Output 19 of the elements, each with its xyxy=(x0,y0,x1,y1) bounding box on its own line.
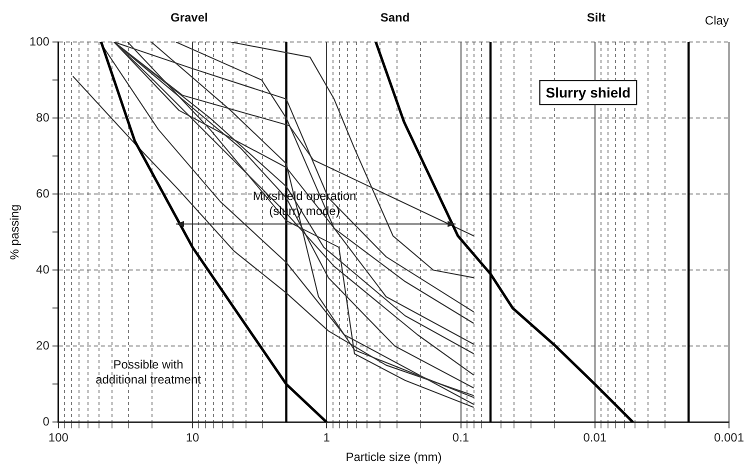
text: Silt xyxy=(586,10,606,25)
x-tick-label: 10 xyxy=(186,430,200,445)
y-tick-label: 60 xyxy=(36,186,50,200)
y-tick-label: 80 xyxy=(36,110,50,124)
y-tick-label: 100 xyxy=(29,34,50,48)
text: Clay xyxy=(704,13,729,28)
x-tick-label: 0.01 xyxy=(583,430,607,445)
y-tick-label: 20 xyxy=(36,338,50,352)
x-tick-label: 1 xyxy=(323,430,330,445)
text: Sand xyxy=(380,10,410,25)
x-tick-label: 0.1 xyxy=(452,430,470,445)
text: Gravel xyxy=(170,10,208,25)
y-axis-title: % passing xyxy=(8,204,22,260)
x-axis-title: Particle size (mm) xyxy=(346,450,442,464)
y-tick-label: 0 xyxy=(42,414,50,429)
y-tick-label: 40 xyxy=(36,262,50,276)
x-tick-label: 0.001 xyxy=(714,430,744,445)
text: Slurry shield xyxy=(546,84,631,100)
x-tick-label: 100 xyxy=(48,430,69,445)
